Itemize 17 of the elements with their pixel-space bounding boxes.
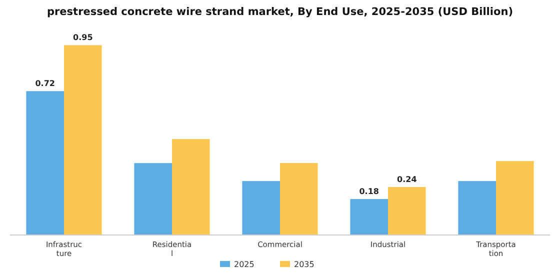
bar <box>350 199 388 235</box>
bar <box>280 163 318 235</box>
bar <box>242 181 280 235</box>
data-label: 0.24 <box>397 175 418 184</box>
bar <box>172 139 210 235</box>
legend-label: 2035 <box>294 260 314 269</box>
bar <box>388 187 426 235</box>
bar <box>458 181 496 235</box>
legend-label: 2025 <box>234 260 254 269</box>
bar <box>496 161 534 235</box>
chart-title: prestressed concrete wire strand market, By End Use, 2025-2035 (USD Billion) <box>46 6 514 18</box>
bar <box>134 163 172 235</box>
bar <box>26 91 64 235</box>
bar <box>64 45 102 235</box>
data-label: 0.18 <box>359 187 380 196</box>
data-label: 0.95 <box>73 33 94 42</box>
data-label: 0.72 <box>35 79 55 88</box>
